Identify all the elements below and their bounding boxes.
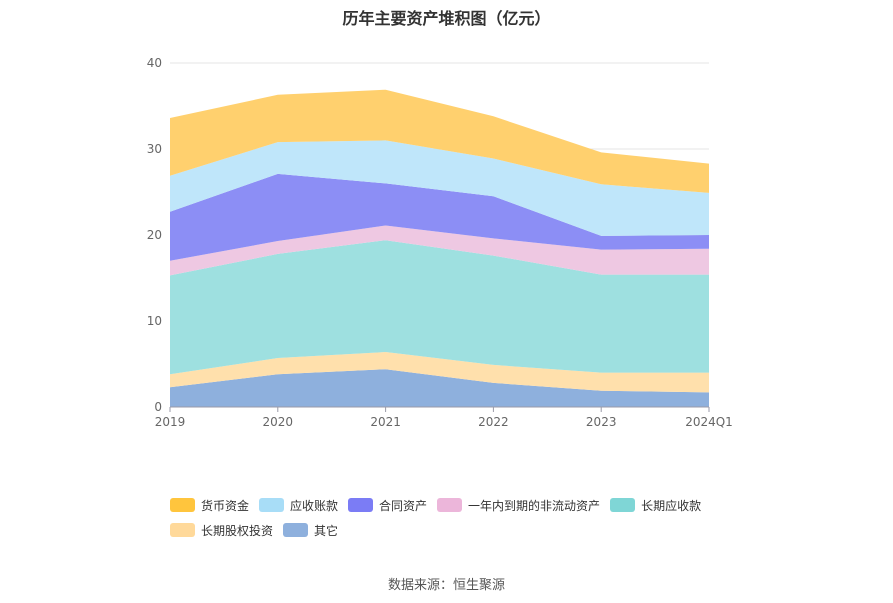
area-货币资金 [170, 89, 709, 193]
legend-swatch [283, 523, 309, 537]
x-tick-label: 2019 [155, 415, 186, 429]
legend-item[interactable]: 货币资金 [170, 496, 249, 514]
legend-label: 长期应收款 [641, 498, 702, 513]
legend-item[interactable]: 合同资产 [348, 496, 427, 514]
legend-label: 长期股权投资 [201, 523, 274, 538]
axes: 0 10 20 30 40 2019 2020 2021 2022 2023 2024Q1 [147, 56, 733, 429]
x-tick-label: 2020 [263, 415, 294, 429]
x-tick-label: 2023 [586, 415, 617, 429]
y-tick-label: 40 [147, 56, 162, 70]
area-应收账款 [170, 140, 709, 236]
legend: 货币资金 应收账款 合同资产 一年内到期的非流动资产 长期应收款长期股权投资 其它 [170, 496, 750, 546]
y-tick-label: 30 [147, 142, 162, 156]
legend-swatch [259, 498, 285, 512]
legend-swatch [170, 523, 195, 537]
legend-label: 其它 [314, 523, 339, 538]
legend-label: 合同资产 [379, 498, 428, 513]
area-一年内到期的非流动资产 [170, 225, 709, 276]
legend-label: 一年内到期的非流动资产 [468, 498, 601, 513]
legend-swatch [437, 498, 463, 512]
legend-label: 货币资金 [201, 498, 250, 513]
area-合同资产 [170, 173, 709, 261]
legend-swatch [170, 498, 195, 512]
legend-item[interactable]: 其它 [283, 521, 338, 539]
y-tick-label: 0 [154, 400, 162, 414]
legend-label: 应收账款 [290, 498, 339, 513]
legend-item[interactable]: 一年内到期的非流动资产 [437, 496, 600, 514]
x-tick-label: 2022 [478, 415, 509, 429]
legend-item[interactable]: 长期应收款 [610, 496, 701, 514]
y-tick-label: 10 [147, 314, 162, 328]
legend-item[interactable]: 长期股权投资 [170, 521, 273, 539]
y-tick-label: 20 [147, 228, 162, 242]
legend-swatch [348, 498, 374, 512]
data-source: 数据来源：恒生聚源 [387, 578, 505, 593]
legend-item[interactable]: 应收账款 [259, 496, 338, 514]
x-tick-label: 2024Q1 [685, 415, 733, 429]
legend-swatch [610, 498, 636, 512]
x-tick-label: 2021 [370, 415, 401, 429]
area-长期股权投资 [170, 352, 709, 393]
area-series [170, 89, 709, 407]
area-长期应收款 [170, 240, 709, 375]
chart-title: 历年主要资产堆积图（亿元） [342, 9, 551, 28]
area-其它 [170, 369, 709, 407]
